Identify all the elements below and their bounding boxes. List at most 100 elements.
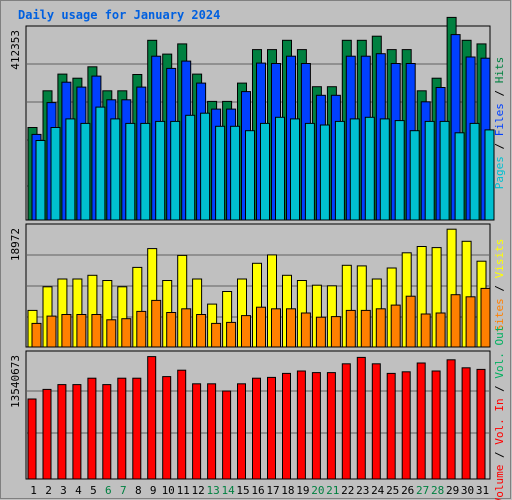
- legend-item: Hits: [493, 57, 506, 84]
- x-tick-label-day-13: 13: [206, 484, 219, 497]
- legend-item: Files: [493, 103, 506, 136]
- bar-pages-day-5: [95, 106, 106, 221]
- bar-sites-day-2: [46, 315, 57, 348]
- panel-2: 18972 Sites / Visits: [9, 223, 506, 348]
- x-tick-label-day-21: 21: [326, 484, 339, 497]
- panel-1: 412353 Pages / Files / Hits: [9, 16, 506, 221]
- bar-sites-day-4: [76, 314, 87, 348]
- bar-sites-day-26: [405, 295, 416, 348]
- y-max-label: 13540673: [9, 355, 22, 408]
- bar-pages-day-31: [484, 129, 495, 221]
- bar-volume-day-3: [57, 384, 67, 480]
- bar-pages-day-1: [35, 140, 46, 221]
- bar-sites-day-1: [31, 322, 42, 348]
- bar-pages-day-16: [260, 122, 270, 221]
- chart-title: Daily usage for January 2024: [18, 8, 220, 22]
- x-tick-label-day-12: 12: [191, 484, 204, 497]
- bar-pages-day-10: [170, 120, 181, 221]
- bar-sites-day-29: [450, 294, 461, 348]
- bar-sites-day-7: [121, 318, 132, 348]
- bar-sites-day-13: [211, 322, 222, 348]
- bar-pages-day-27: [424, 120, 435, 221]
- bar-volume-day-7: [117, 377, 127, 480]
- x-tick-label-day-24: 24: [371, 484, 385, 497]
- panel-legend: Volume / Vol. In / Vol. Out: [493, 326, 506, 500]
- bar-pages-day-2: [50, 127, 61, 221]
- bar-volume-day-20: [311, 372, 321, 480]
- bar-sites-day-10: [166, 312, 177, 348]
- bar-sites-day-11: [181, 308, 192, 348]
- bar-volume-day-10: [162, 376, 172, 480]
- bar-sites-day-18: [286, 308, 296, 348]
- x-tick-label-day-26: 26: [401, 484, 414, 497]
- bar-volume-day-11: [177, 369, 187, 480]
- x-tick-label-day-7: 7: [120, 484, 127, 497]
- bar-volume-day-21: [326, 372, 336, 480]
- panel-3: 13540673 Volume / Vol. In / Vol. Out: [9, 326, 506, 500]
- bar-volume-day-26: [401, 371, 411, 480]
- legend-item: Vol. Out: [493, 326, 506, 379]
- panel-legend: Sites / Visits: [493, 239, 506, 332]
- bar-pages-day-11: [185, 114, 196, 221]
- bar-pages-day-12: [200, 112, 211, 221]
- bar-sites-day-5: [91, 314, 102, 348]
- bar-pages-day-20: [319, 124, 330, 221]
- bar-pages-day-23: [364, 116, 375, 221]
- x-tick-label-day-2: 2: [45, 484, 52, 497]
- x-tick-label-day-19: 19: [296, 484, 309, 497]
- bar-pages-day-24: [379, 118, 390, 221]
- bar-sites-day-20: [315, 316, 326, 348]
- bar-pages-day-4: [80, 122, 91, 221]
- x-tick-label-day-3: 3: [60, 484, 67, 497]
- bar-pages-day-26: [409, 130, 420, 221]
- bar-sites-day-12: [196, 314, 207, 348]
- x-tick-label-day-10: 10: [162, 484, 175, 497]
- bar-volume-day-16: [252, 377, 261, 480]
- bar-sites-day-8: [136, 310, 147, 348]
- bar-sites-day-27: [420, 313, 431, 348]
- x-tick-label-day-25: 25: [386, 484, 399, 497]
- bar-volume-day-14: [222, 390, 232, 480]
- legend-separator: /: [493, 379, 506, 399]
- bar-pages-day-25: [394, 120, 405, 221]
- x-tick-label-day-22: 22: [341, 484, 354, 497]
- y-max-label: 412353: [9, 30, 22, 70]
- x-tick-label-day-11: 11: [177, 484, 190, 497]
- legend-item: Vol. In: [493, 398, 506, 444]
- bar-pages-day-8: [140, 122, 151, 221]
- bar-volume-day-31: [476, 368, 486, 480]
- x-tick-label-day-31: 31: [476, 484, 489, 497]
- bar-pages-day-13: [215, 125, 226, 221]
- bar-volume-day-25: [386, 372, 396, 480]
- x-tick-label-day-28: 28: [431, 484, 444, 497]
- bar-volume-day-27: [416, 362, 426, 480]
- bar-volume-day-24: [371, 363, 381, 480]
- bar-sites-day-28: [435, 312, 446, 348]
- bar-volume-day-4: [72, 384, 82, 480]
- bar-pages-day-9: [155, 120, 166, 221]
- bar-sites-day-25: [390, 304, 401, 348]
- bar-sites-day-23: [360, 309, 371, 348]
- bar-pages-day-22: [349, 118, 360, 221]
- bar-pages-day-15: [245, 130, 255, 221]
- x-axis-day-labels: 1 2 3 4 5 6 7 8 9 10 11 12 13 14 15 16 17 18 19 20 21 22 23 24 2…: [30, 484, 489, 497]
- bar-volume-day-22: [341, 363, 351, 480]
- bar-volume-day-12: [192, 383, 202, 480]
- x-tick-label-day-4: 4: [75, 484, 82, 497]
- legend-item: Sites: [493, 298, 506, 331]
- x-tick-label-day-6: 6: [105, 484, 112, 497]
- bar-sites-day-30: [465, 296, 476, 348]
- bar-sites-day-21: [330, 316, 341, 348]
- bar-sites-day-31: [480, 287, 491, 348]
- x-tick-label-day-17: 17: [266, 484, 279, 497]
- legend-item: Volume: [493, 465, 506, 500]
- bar-pages-day-28: [439, 120, 450, 221]
- bar-volume-day-6: [102, 384, 112, 480]
- x-tick-label-day-1: 1: [30, 484, 37, 497]
- bar-volume-day-8: [132, 377, 142, 480]
- bar-sites-day-9: [151, 299, 162, 348]
- bar-sites-day-19: [300, 312, 311, 348]
- bar-sites-day-22: [345, 309, 356, 348]
